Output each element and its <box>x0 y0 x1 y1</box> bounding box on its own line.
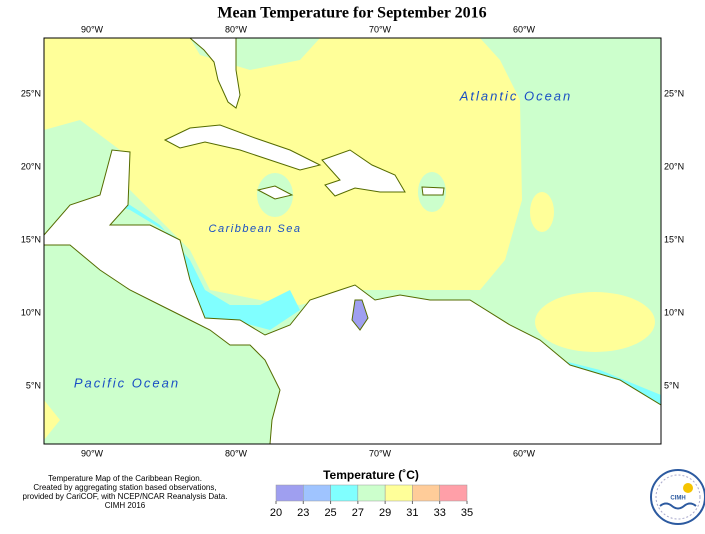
warm-zone <box>44 400 60 440</box>
lon-label: 80°W <box>225 24 248 34</box>
sea-label: Caribbean Sea <box>209 223 302 235</box>
lat-label: 10°N <box>664 307 684 317</box>
lat-label: 5°N <box>26 380 41 390</box>
ocean-label: Pacific Ocean <box>74 375 180 390</box>
logo: CIMH <box>650 469 705 525</box>
cuba <box>163 124 322 171</box>
colorbar-tick-label: 33 <box>434 507 446 519</box>
colorbar-tick-label: 29 <box>379 507 391 519</box>
warm-zone <box>44 38 522 305</box>
lon-label: 90°W <box>81 448 104 458</box>
jamaica <box>256 185 294 200</box>
lat-label: 25°N <box>664 88 684 98</box>
footer-line: CIMH 2016 <box>105 501 146 510</box>
colorbar-cell <box>439 484 468 502</box>
logo-text: CIMH <box>670 496 685 502</box>
legend-title: Temperature (˚C) <box>323 468 419 482</box>
lat-label: 25°N <box>21 88 41 98</box>
ocean-label: Atlantic Ocean <box>459 88 573 103</box>
colorbar: 20 23 25 27 29 31 33 35 <box>270 484 473 519</box>
lat-label: 5°N <box>664 380 679 390</box>
colorbar-tick-label: 23 <box>297 507 309 519</box>
lat-label: 10°N <box>21 307 41 317</box>
lat-label: 20°N <box>21 161 41 171</box>
warm-zone <box>530 192 554 232</box>
lat-label: 15°N <box>664 234 684 244</box>
map-frame <box>43 37 662 445</box>
florida <box>189 38 241 109</box>
colorbar-tick-label: 25 <box>324 507 336 519</box>
colorbar-tick-label: 31 <box>406 507 418 519</box>
lon-label: 60°W <box>513 24 536 34</box>
lon-label: 80°W <box>225 448 248 458</box>
lake <box>351 299 369 331</box>
map-ticks: 90°W 90°W 80°W 80°W 70°W 70°W 60°W 60°W 25°N 25°N… <box>21 24 684 458</box>
colorbar-cell <box>303 484 331 502</box>
lon-label: 90°W <box>81 24 104 34</box>
hispaniola <box>321 149 406 197</box>
footer: Temperature Map of the Caribbean Region.… <box>23 474 228 510</box>
footer-line: Temperature Map of the Caribbean Region. <box>48 474 202 483</box>
lon-label: 70°W <box>369 24 392 34</box>
colorbar-tick-label: 35 <box>461 507 473 519</box>
footer-line: provided by CariCOF, with NCEP/NCAR Rean… <box>23 492 228 501</box>
colorbar-cell <box>384 484 413 502</box>
lat-label: 15°N <box>21 234 41 244</box>
colorbar-cell <box>330 484 359 502</box>
map: Atlantic Ocean Caribbean Sea Pacific Oce… <box>43 37 662 445</box>
lon-label: 60°W <box>513 448 536 458</box>
colorbar-tick-label: 27 <box>352 507 364 519</box>
colorbar-cell <box>412 484 440 502</box>
footer-line: Created by aggregating station based obs… <box>33 483 216 492</box>
mainland <box>44 149 661 444</box>
colorbar-cell <box>357 484 386 502</box>
colorbar-cell <box>275 484 304 502</box>
colorbar-tick-label: 20 <box>270 507 282 519</box>
puerto-rico <box>421 186 445 196</box>
lat-label: 20°N <box>664 161 684 171</box>
lon-label: 70°W <box>369 448 392 458</box>
title: Mean Temperature for September 2016 <box>217 5 486 22</box>
warm-zone <box>535 292 655 352</box>
